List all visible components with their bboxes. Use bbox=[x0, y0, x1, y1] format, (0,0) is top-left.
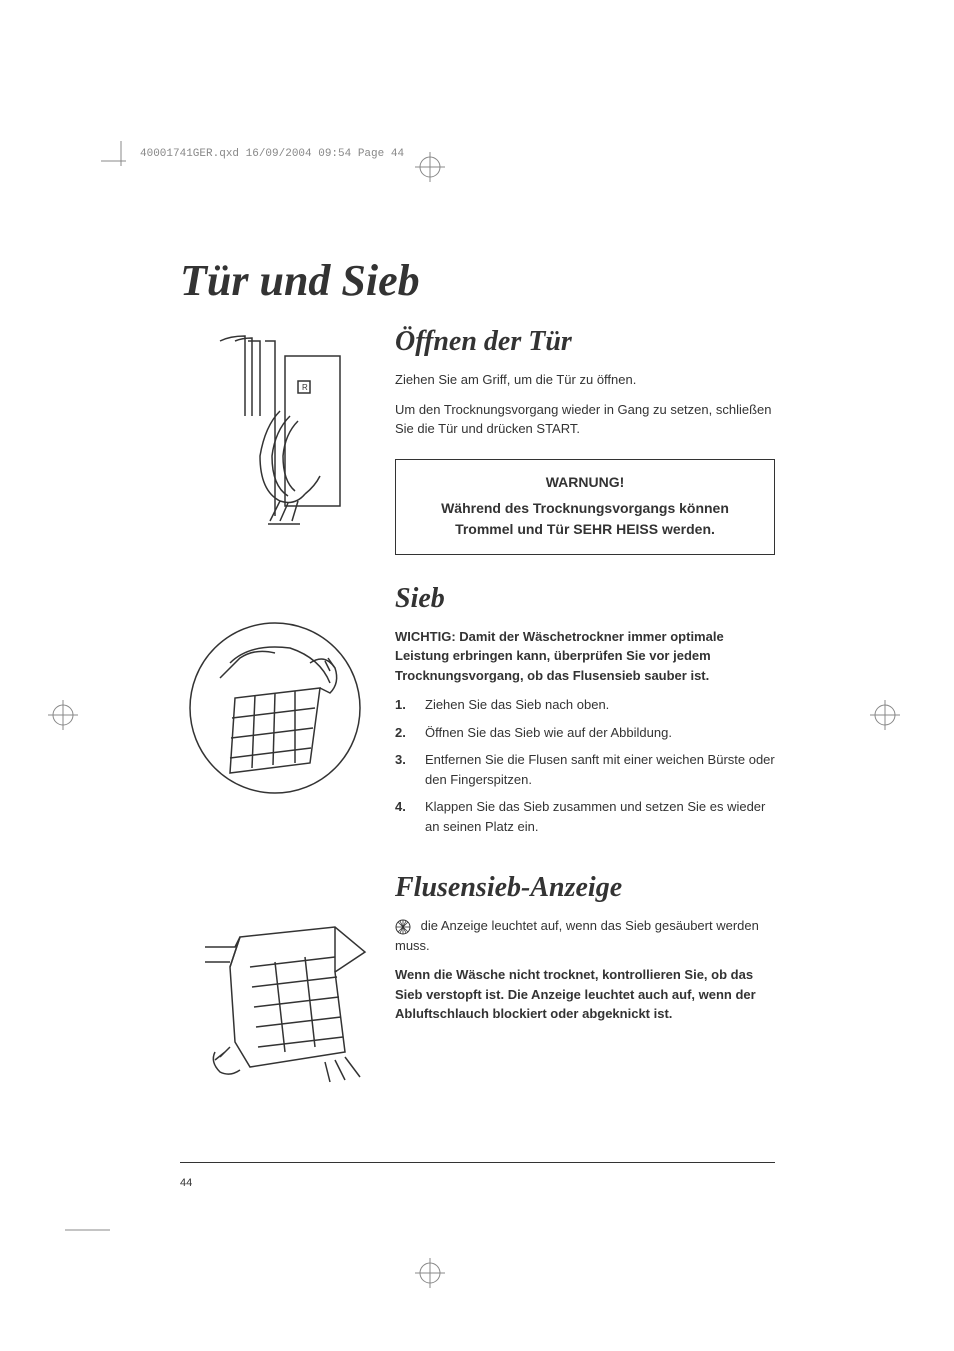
indicator-para1: die Anzeige leuchtet auf, wenn das Sieb … bbox=[395, 916, 775, 955]
filter-step: 3. Entfernen Sie die Flusen sanft mit ei… bbox=[395, 750, 775, 789]
filter-important: WICHTIG: Damit der Wäschetrockner immer … bbox=[395, 627, 775, 686]
door-para2: Um den Trocknungsvorgang wieder in Gang … bbox=[395, 400, 775, 439]
reg-mark-right bbox=[870, 700, 900, 730]
section-door: R Öffnen der Tür Ziehen Sie am Griff, um… bbox=[180, 326, 775, 555]
step-number: 3. bbox=[395, 750, 409, 789]
filter-step: 2. Öffnen Sie das Sieb wie auf der Abbil… bbox=[395, 723, 775, 743]
reg-mark-left bbox=[48, 700, 78, 730]
warning-title: WARNUNG! bbox=[416, 474, 754, 490]
door-para1: Ziehen Sie am Griff, um die Tür zu öffne… bbox=[395, 370, 775, 390]
step-number: 2. bbox=[395, 723, 409, 743]
content-area: Tür und Sieb R bbox=[180, 255, 775, 1125]
crop-mark-tl bbox=[101, 141, 141, 181]
indicator-illustration bbox=[180, 872, 375, 1097]
page-header-slug: 40001741GER.qxd 16/09/2004 09:54 Page 44 bbox=[140, 148, 404, 160]
door-content: Öffnen der Tür Ziehen Sie am Griff, um d… bbox=[395, 326, 775, 555]
page-footer: 44 bbox=[180, 1162, 775, 1191]
step-text: Klappen Sie das Sieb zusammen und setzen… bbox=[425, 797, 775, 836]
indicator-bold-para: Wenn die Wäsche nicht trocknet, kontroll… bbox=[395, 965, 775, 1024]
reg-mark-top bbox=[415, 152, 445, 182]
step-text: Ziehen Sie das Sieb nach oben. bbox=[425, 695, 609, 715]
warning-text: Während des Trocknungsvorgangs können Tr… bbox=[416, 498, 754, 540]
warning-box: WARNUNG! Während des Trocknungsvorgangs … bbox=[395, 459, 775, 555]
indicator-content: Flusensieb-Anzeige die A bbox=[395, 872, 775, 1097]
section-indicator: Flusensieb-Anzeige die A bbox=[180, 872, 775, 1097]
filter-illustration bbox=[180, 583, 375, 845]
svg-text:R: R bbox=[302, 383, 308, 392]
filter-step: 4. Klappen Sie das Sieb zusammen und set… bbox=[395, 797, 775, 836]
filter-step: 1. Ziehen Sie das Sieb nach oben. bbox=[395, 695, 775, 715]
reg-mark-bottom bbox=[415, 1258, 445, 1288]
step-text: Entfernen Sie die Flusen sanft mit einer… bbox=[425, 750, 775, 789]
filter-indicator-icon bbox=[395, 919, 411, 935]
step-number: 1. bbox=[395, 695, 409, 715]
step-text: Öffnen Sie das Sieb wie auf der Abbildun… bbox=[425, 723, 672, 743]
section-filter: Sieb WICHTIG: Damit der Wäschetrockner i… bbox=[180, 583, 775, 845]
page-number: 44 bbox=[180, 1177, 192, 1189]
filter-steps: 1. Ziehen Sie das Sieb nach oben. 2. Öff… bbox=[395, 695, 775, 836]
step-number: 4. bbox=[395, 797, 409, 836]
indicator-title: Flusensieb-Anzeige bbox=[395, 872, 775, 904]
indicator-para1-text: die Anzeige leuchtet auf, wenn das Sieb … bbox=[395, 918, 759, 953]
filter-content: Sieb WICHTIG: Damit der Wäschetrockner i… bbox=[395, 583, 775, 845]
door-illustration: R bbox=[180, 326, 375, 555]
main-title: Tür und Sieb bbox=[180, 255, 775, 306]
door-title: Öffnen der Tür bbox=[395, 326, 775, 358]
filter-title: Sieb bbox=[395, 583, 775, 615]
crop-mark-bl bbox=[65, 1210, 125, 1250]
